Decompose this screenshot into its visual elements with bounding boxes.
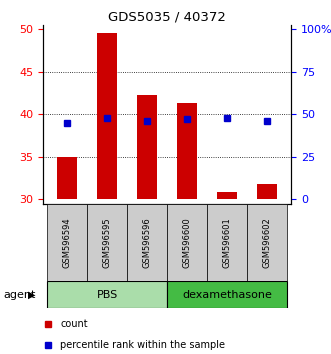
Bar [97, 33, 117, 199]
Text: GSM596600: GSM596600 [183, 217, 192, 268]
Bar [177, 103, 197, 199]
Bar [217, 193, 237, 199]
Text: percentile rank within the sample: percentile rank within the sample [61, 340, 225, 350]
Bar [57, 157, 77, 199]
Bar [167, 281, 287, 308]
Text: PBS: PBS [96, 290, 118, 300]
Text: GSM596601: GSM596601 [223, 217, 232, 268]
Text: count: count [61, 319, 88, 329]
Text: ▶: ▶ [28, 290, 35, 300]
Bar [167, 204, 207, 281]
Text: GSM596602: GSM596602 [263, 217, 272, 268]
Bar [257, 184, 277, 199]
Text: GSM596595: GSM596595 [103, 217, 112, 268]
Text: dexamethasone: dexamethasone [182, 290, 272, 300]
Bar [137, 95, 157, 199]
Bar [47, 204, 87, 281]
Text: agent: agent [3, 290, 36, 300]
Text: GSM596596: GSM596596 [143, 217, 152, 268]
Title: GDS5035 / 40372: GDS5035 / 40372 [108, 11, 226, 24]
Bar [127, 204, 167, 281]
Bar [247, 204, 287, 281]
Text: GSM596594: GSM596594 [63, 217, 71, 268]
Bar [87, 204, 127, 281]
Bar [207, 204, 247, 281]
Bar [47, 281, 167, 308]
